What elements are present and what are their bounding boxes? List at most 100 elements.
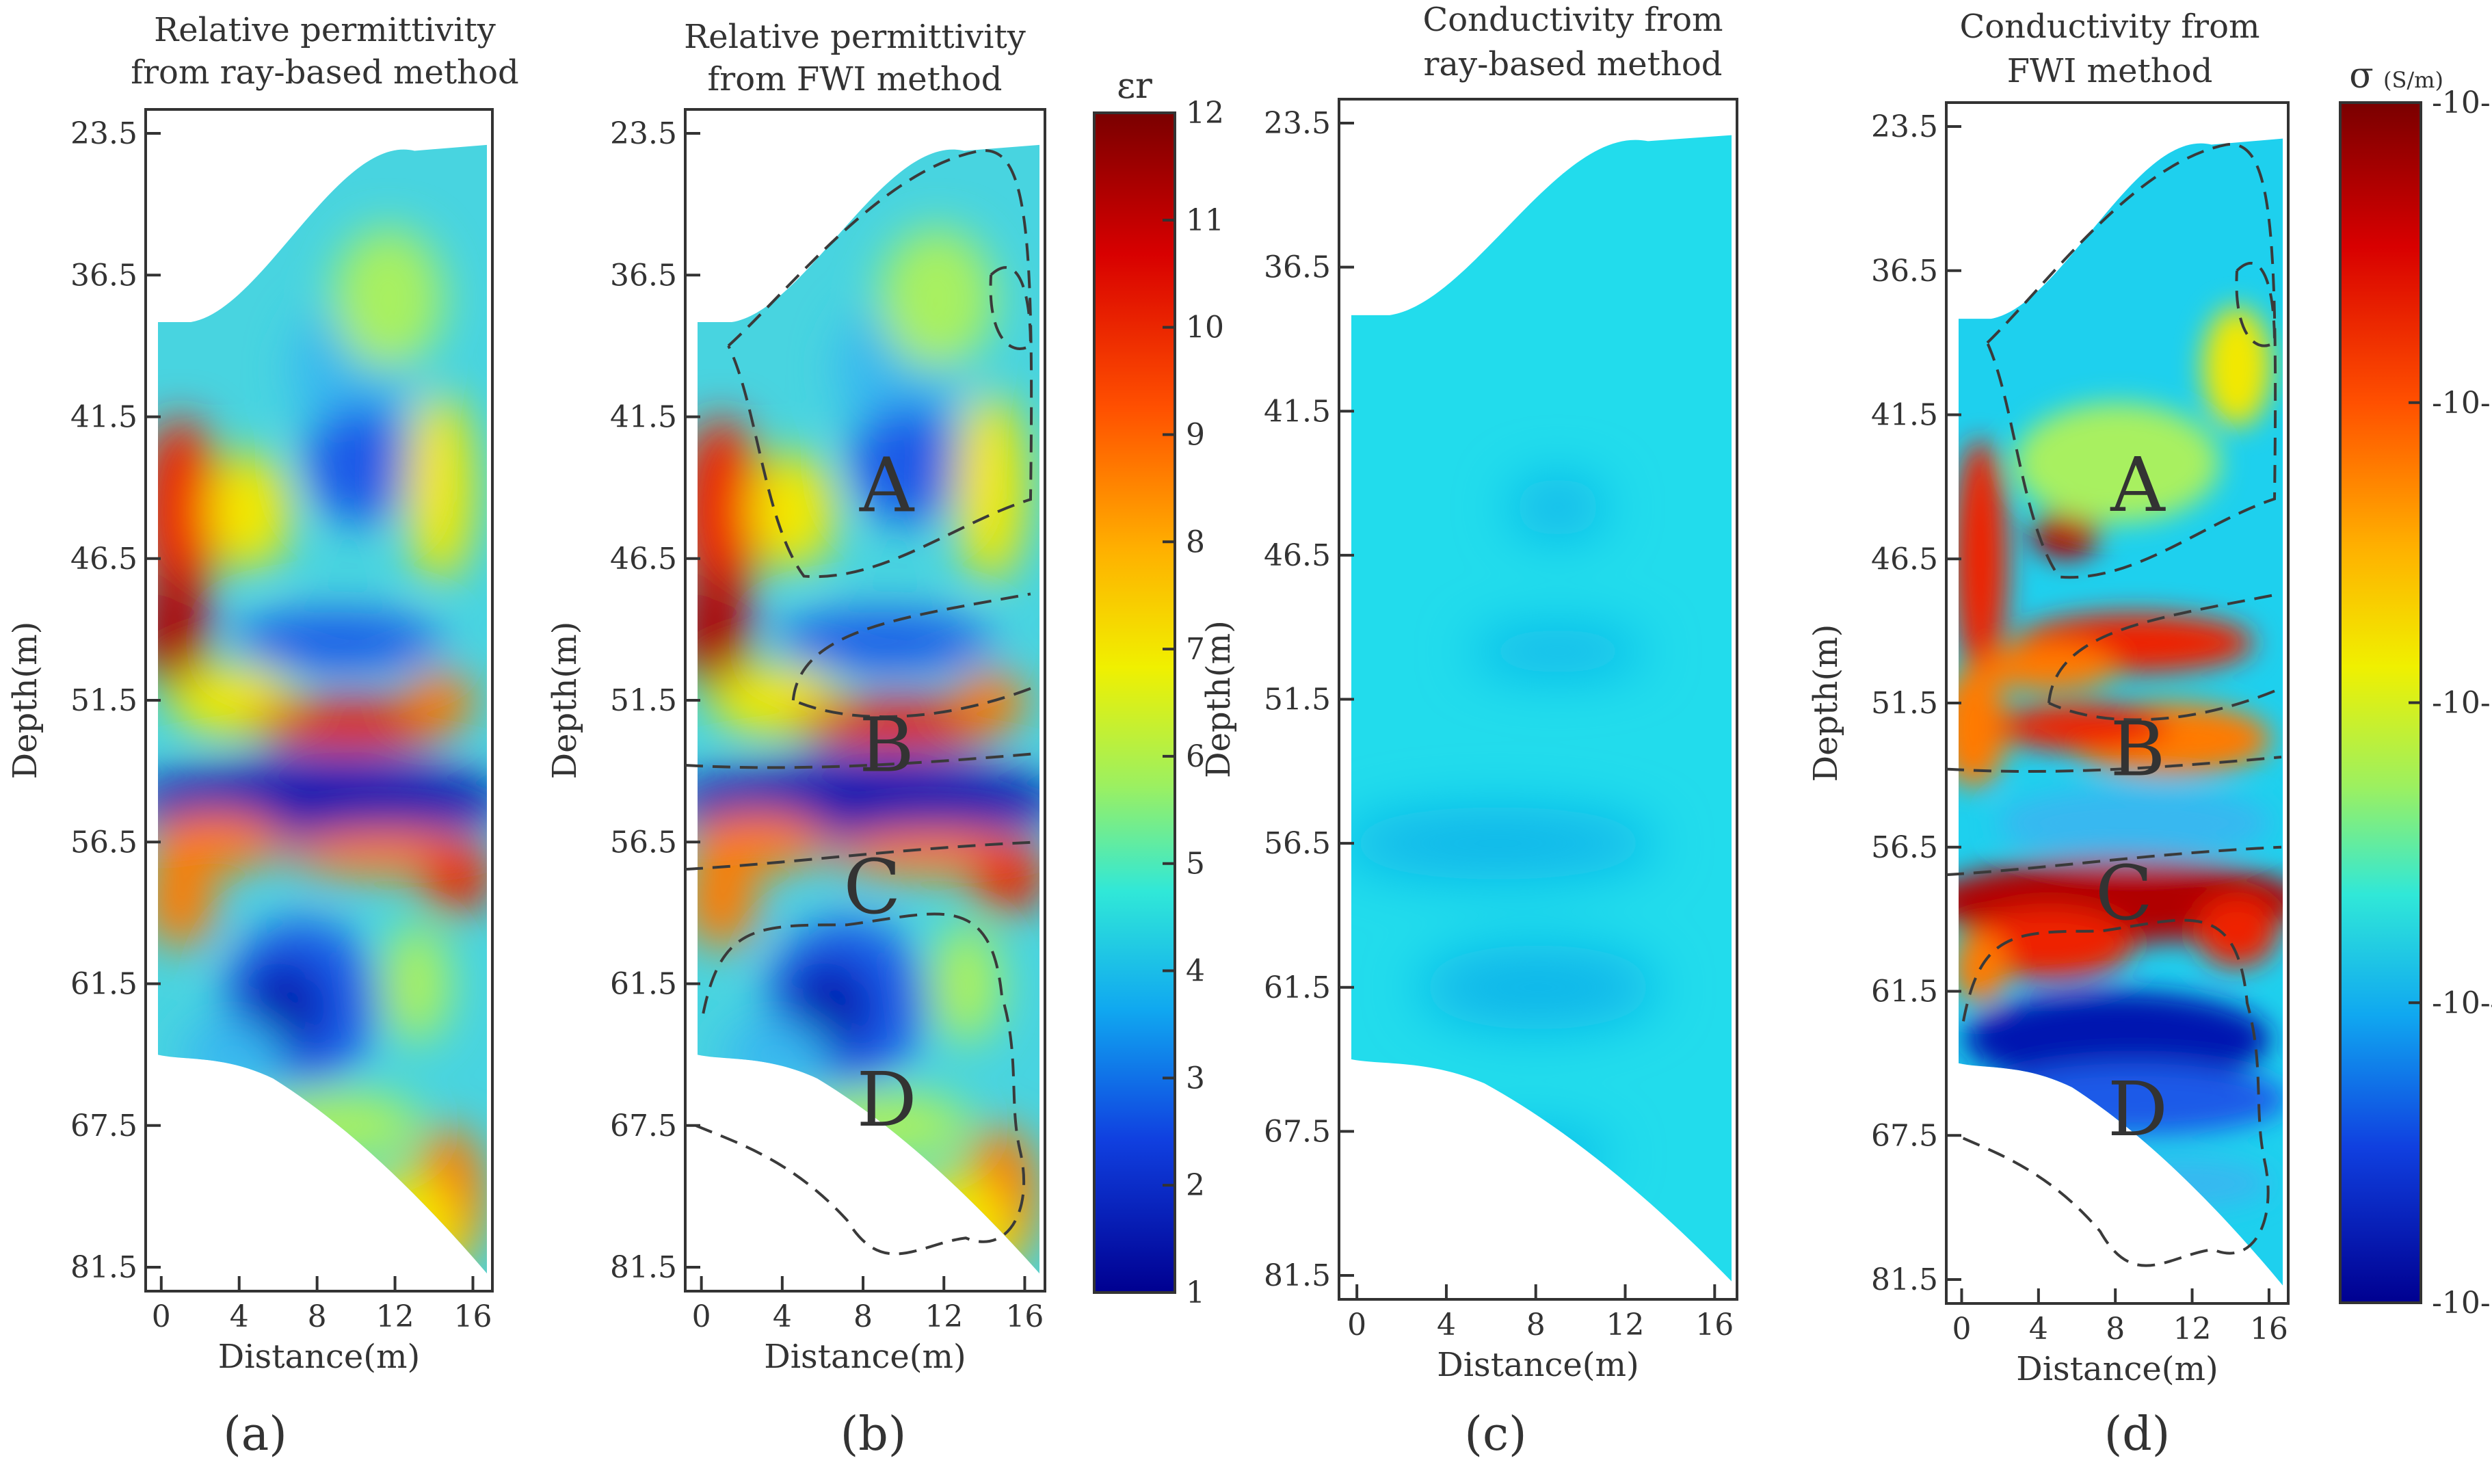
region-outline (685, 752, 1038, 769)
colorbar-tick-label: 3 (1186, 1061, 1205, 1096)
panel-label: (a) (223, 1407, 287, 1461)
y-tick-label: 41.5 (70, 400, 137, 435)
colorbar-tick-label: 6 (1186, 739, 1205, 774)
field-blob (1959, 438, 2008, 679)
y-tick-label: 67.5 (1871, 1118, 1938, 1153)
field-blob (1998, 703, 2169, 752)
panel-title: Conductivity from (1423, 1, 1723, 39)
field-blob (1351, 807, 1658, 879)
region-outline (1956, 918, 2270, 1267)
field-blob (1450, 1131, 1610, 1180)
y-tick-label: 23.5 (1264, 106, 1331, 141)
panel-label: (b) (840, 1407, 907, 1461)
field-blob (158, 570, 209, 689)
x-tick-label: 12 (2173, 1312, 2212, 1347)
field-blob (2100, 1159, 2271, 1208)
zone-label-c: C (843, 843, 901, 931)
x-tick-label: 4 (2029, 1312, 2048, 1347)
field-blob (929, 925, 1002, 1044)
field-blob (1980, 643, 2117, 691)
axes-layer: 23.536.541.546.551.556.561.567.581.50 4 8 1… (6, 1, 2290, 1461)
x-tick-label: 12 (1606, 1308, 1645, 1342)
colorbars-layer: 12 11 10 9 8 7 6 5 4 3 2 1 εr -10-1 -10-2 -10-3 -10-4 -10… (1093, 55, 2492, 1321)
region-outline (1946, 756, 2282, 773)
colorbar-tick-label: 10 (1186, 310, 1224, 345)
y-tick-label: 67.5 (610, 1109, 677, 1143)
field-blob (406, 393, 475, 583)
x-tick-label: 16 (1005, 1299, 1044, 1334)
y-tick-label: 56.5 (1871, 830, 1938, 865)
panel-title: Relative permittivity (154, 11, 496, 49)
colorbar-tick-label: 2 (1186, 1168, 1205, 1203)
x-tick-label: 12 (376, 1299, 414, 1334)
colorbar-tick-label: 5 (1186, 847, 1205, 882)
colorbar-tick-label: -10-2 (2432, 386, 2492, 421)
y-tick-label: 23.5 (610, 116, 677, 151)
x-tick-label: 0 (1347, 1308, 1366, 1342)
y-tick-label: 36.5 (1871, 254, 1938, 289)
y-tick-label: 61.5 (70, 967, 137, 1002)
colorbar-tick-label: 7 (1186, 632, 1205, 667)
x-tick-label: 4 (1437, 1308, 1456, 1342)
field-blob (2196, 895, 2278, 968)
colorbar-tick-label: -10-3 (2432, 686, 2492, 721)
colorbar-tick-label: -10-4 (2432, 985, 2492, 1020)
colorbar-tick-label: 11 (1186, 203, 1224, 238)
field-blob (850, 405, 966, 523)
field-blob (1959, 667, 2008, 787)
x-tick-label: 16 (2250, 1312, 2288, 1347)
y-tick-label: 41.5 (1264, 394, 1331, 429)
field-blob (955, 393, 1027, 583)
panel-title: from ray-based method (131, 53, 518, 92)
y-tick-label: 61.5 (1264, 970, 1331, 1005)
field-blob (423, 842, 487, 914)
field-base (1351, 135, 1732, 1282)
field-blob (698, 570, 750, 689)
panel-label: (d) (2104, 1407, 2171, 1461)
field-blob (775, 611, 992, 671)
field-blob (1963, 991, 2271, 1087)
panel-title: Relative permittivity (684, 18, 1026, 56)
y-tick-label: 51.5 (1264, 683, 1331, 717)
x-tick-label: 4 (773, 1299, 792, 1334)
field-blob (180, 1019, 284, 1091)
y-tick-label: 51.5 (1871, 686, 1938, 721)
colorbar-tick-label: -10-5 (2432, 1286, 2492, 1321)
y-tick-label: 56.5 (610, 825, 677, 860)
y-axis-label: Depth(m) (1199, 620, 1238, 778)
field-blob (208, 452, 291, 570)
region-outline (727, 149, 1033, 579)
x-tick-label: 8 (308, 1299, 327, 1334)
panel-title: ray-based method (1423, 45, 1722, 83)
y-tick-label: 51.5 (70, 683, 137, 718)
field-blob (2032, 511, 2100, 559)
y-tick-label: 56.5 (1264, 826, 1331, 861)
colorbar-eps (1093, 111, 1176, 1294)
y-tick-label: 41.5 (1871, 398, 1938, 433)
panel-title: FWI method (2007, 52, 2213, 90)
x-tick-label: 0 (152, 1299, 171, 1334)
colorbar-tick-label: 1 (1186, 1275, 1205, 1310)
field-blobs (158, 227, 487, 1274)
zone-label-c: C (2095, 849, 2153, 937)
x-tick-label: 8 (1526, 1308, 1546, 1342)
field-blob (1470, 627, 1646, 676)
y-tick-label: 81.5 (1871, 1262, 1938, 1297)
colorbar-tick-label: 12 (1186, 96, 1224, 131)
x-tick-label: 16 (1695, 1308, 1734, 1342)
colorbar-tick-label: 4 (1186, 954, 1205, 989)
x-tick-label: 12 (925, 1299, 963, 1334)
region-outline (695, 912, 1026, 1256)
field-blob (2015, 1135, 2083, 1160)
y-tick-label: 46.5 (610, 542, 677, 577)
x-axis-label: Distance(m) (218, 1338, 421, 1376)
y-tick-label: 61.5 (1871, 975, 1938, 1009)
region-outline (1946, 845, 2282, 877)
y-tick-label: 81.5 (610, 1250, 677, 1285)
y-tick-label: 81.5 (1264, 1258, 1331, 1293)
y-tick-label: 61.5 (610, 967, 677, 1002)
y-tick-label: 67.5 (70, 1109, 137, 1143)
y-tick-label: 41.5 (610, 400, 677, 435)
field-blob (1510, 477, 1606, 538)
